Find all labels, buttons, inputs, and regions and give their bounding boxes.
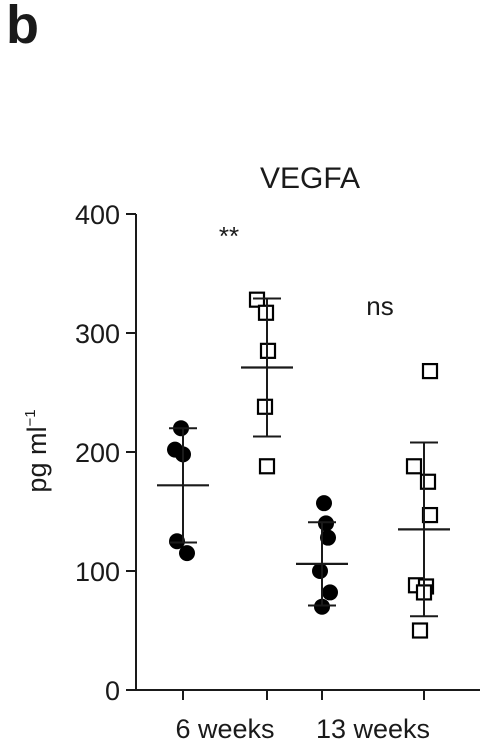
data-point xyxy=(405,458,423,475)
data-point xyxy=(316,495,332,512)
significance-annotation: ** xyxy=(219,221,239,251)
data-point xyxy=(411,622,429,639)
y-tick-label: 300 xyxy=(75,319,120,349)
y-axis-label: pg ml−1 xyxy=(22,409,52,492)
y-tick-label: 400 xyxy=(75,200,120,230)
data-point xyxy=(421,506,439,524)
data-point xyxy=(179,545,195,562)
x-group-label: 13 weeks xyxy=(316,714,430,744)
y-tick-label: 200 xyxy=(75,438,120,468)
y-tick-label: 0 xyxy=(105,676,120,706)
significance-annotation: ns xyxy=(366,291,393,321)
data-point xyxy=(320,529,336,546)
data-point xyxy=(314,598,330,615)
data-point xyxy=(421,362,439,380)
data-point xyxy=(256,398,274,415)
data-point xyxy=(248,291,266,308)
panel-label: b xyxy=(6,0,39,55)
data-point xyxy=(312,563,328,579)
y-axis-label-main: pg ml xyxy=(22,427,52,493)
data-point xyxy=(169,533,185,550)
data-point xyxy=(322,584,338,601)
y-tick-label: 100 xyxy=(75,557,120,587)
data-point xyxy=(258,458,276,475)
chart-title: VEGFA xyxy=(260,162,360,195)
data-point xyxy=(318,515,334,532)
x-group-label: 6 weeks xyxy=(175,714,274,744)
y-axis-label-exponent: −1 xyxy=(22,409,39,426)
